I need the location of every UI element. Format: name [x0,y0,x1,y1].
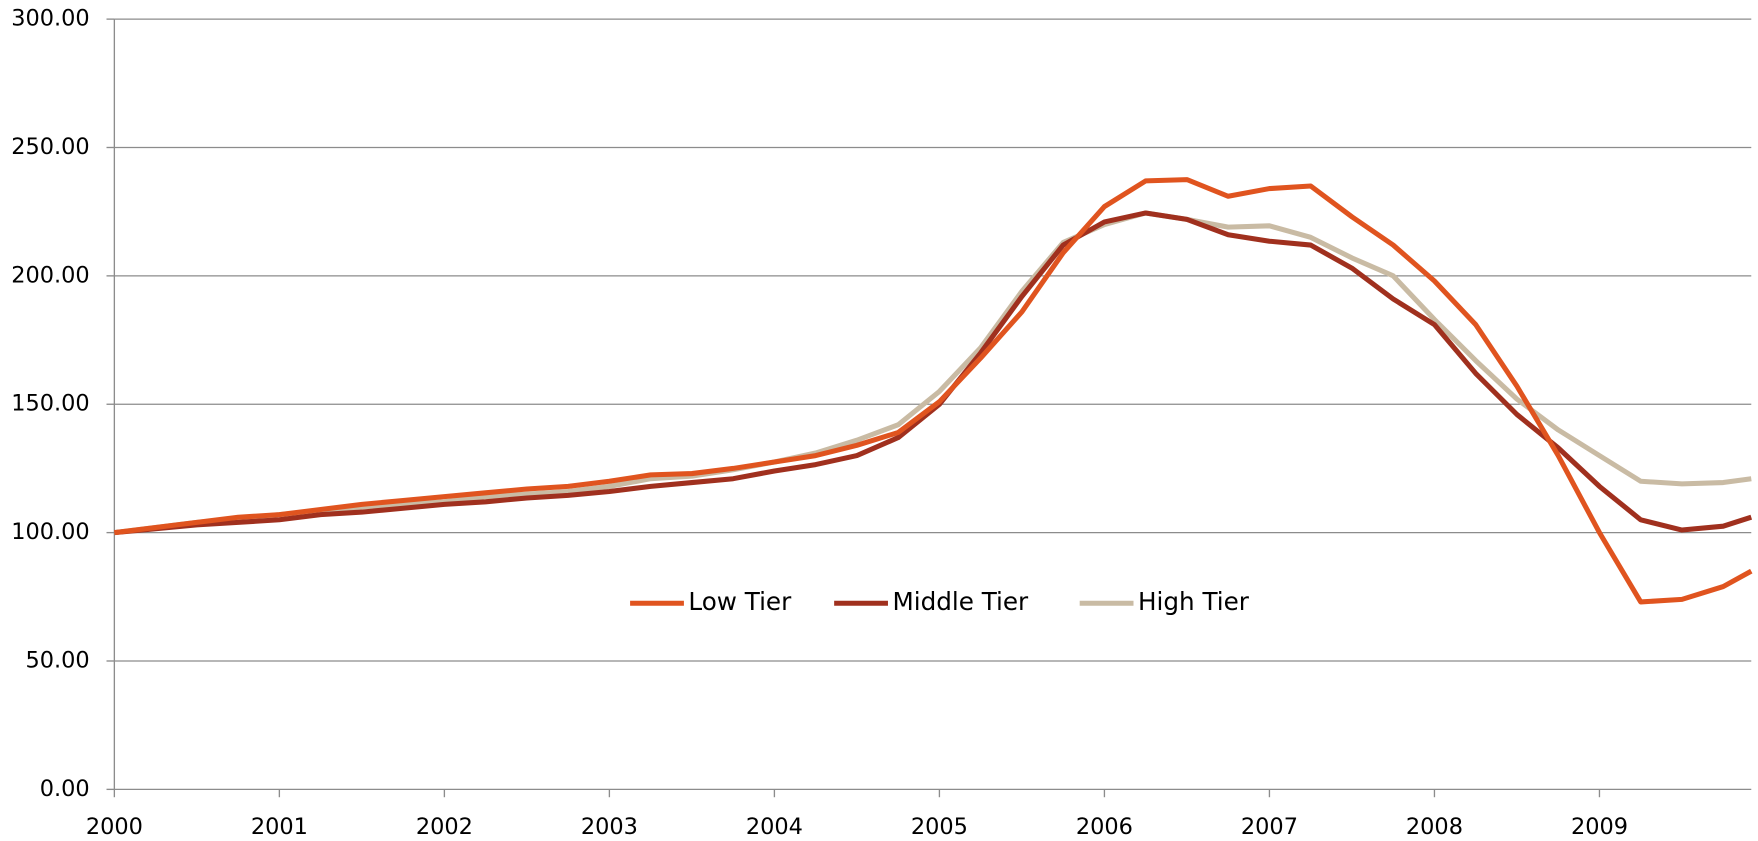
x-tick-label: 2003 [581,814,638,840]
x-tick-label: 2007 [1241,814,1298,840]
x-tick-label: 2002 [416,814,473,840]
y-tick-label: 50.00 [26,647,90,673]
series-line [114,177,1753,605]
x-tick-label: 2005 [911,814,968,840]
series-line [114,210,1752,536]
y-tick-label: 250.00 [11,134,89,160]
y-tick-label: 200.00 [11,262,89,288]
x-tick-label: 2009 [1571,814,1628,840]
x-tick-label: 2004 [746,814,803,840]
x-tick-label: 2000 [86,814,143,840]
x-tick-label: 2001 [251,814,308,840]
legend-label: High Tier [1138,587,1250,616]
x-tick-label: 2006 [1076,814,1133,840]
y-tick-label: 150.00 [11,391,89,417]
y-tick-label: 0.00 [40,776,90,802]
legend-label: Middle Tier [892,587,1029,616]
y-tick-label: 300.00 [11,6,89,32]
legend-label: Low Tier [688,587,792,616]
y-tick-label: 100.00 [11,519,89,545]
x-tick-label: 2008 [1406,814,1463,840]
